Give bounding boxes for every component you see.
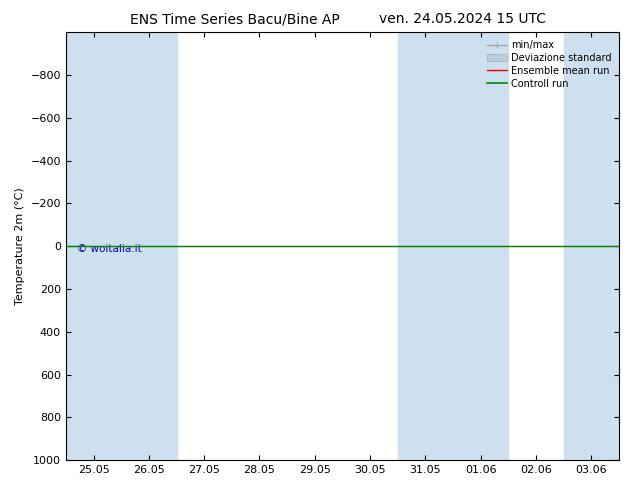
Text: ven. 24.05.2024 15 UTC: ven. 24.05.2024 15 UTC — [379, 12, 547, 26]
Bar — [398, 32, 453, 460]
Bar — [66, 32, 121, 460]
Y-axis label: Temperature 2m (°C): Temperature 2m (°C) — [15, 187, 25, 305]
Bar — [121, 32, 176, 460]
Text: ENS Time Series Bacu/Bine AP: ENS Time Series Bacu/Bine AP — [130, 12, 339, 26]
Bar — [453, 32, 508, 460]
Text: © woitalia.it: © woitalia.it — [77, 244, 142, 254]
Legend: min/max, Deviazione standard, Ensemble mean run, Controll run: min/max, Deviazione standard, Ensemble m… — [484, 36, 615, 93]
Bar — [564, 32, 619, 460]
